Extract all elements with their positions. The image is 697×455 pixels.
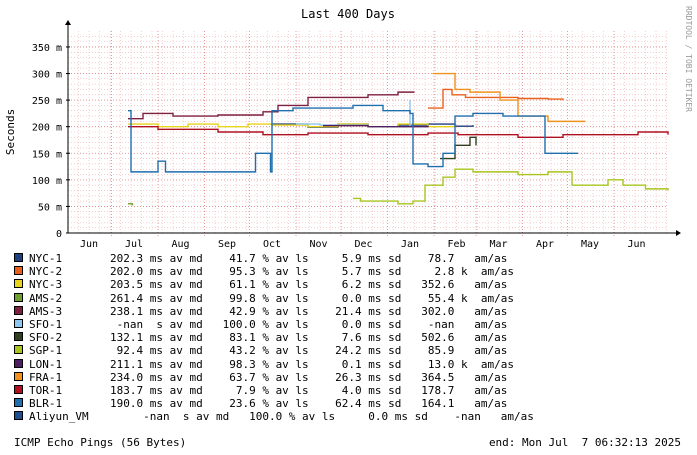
legend-label: AMS-3 xyxy=(29,304,63,318)
y-tick-label: 50 m xyxy=(38,202,62,213)
legend-label: LON-1 xyxy=(29,357,63,371)
legend-stats: 211.1 ms av md 98.3 % av ls 0.1 ms sd 13… xyxy=(110,357,514,371)
rrdtool-watermark: RRDTOOL / TOBI OETIKER xyxy=(684,6,693,112)
x-tick-label: Jun xyxy=(627,239,645,250)
legend-swatch xyxy=(14,371,23,381)
legend-stats: 203.5 ms av md 61.1 % av ls 6.2 ms sd 35… xyxy=(110,278,508,292)
legend-label: SGP-1 xyxy=(29,344,63,358)
legend-label: Aliyun_VM xyxy=(29,410,89,424)
legend-swatch xyxy=(14,332,23,342)
series-line-ams-2 xyxy=(128,203,134,206)
legend-label: BLR-1 xyxy=(29,397,63,411)
legend-stats: 183.7 ms av md 7.9 % av ls 4.0 ms sd 178… xyxy=(110,384,508,397)
legend-swatch xyxy=(14,358,23,368)
legend-stats: 92.4 ms av md 43.2 % av ls 24.2 ms sd 85… xyxy=(110,344,508,358)
legend-swatch xyxy=(14,279,23,289)
legend-stats: 202.0 ms av md 95.3 % av ls 5.7 ms sd 2.… xyxy=(110,265,514,279)
x-tick-label: Apr xyxy=(536,239,554,250)
y-tick-label: 150 m xyxy=(32,149,62,160)
x-axis-arrow xyxy=(676,230,681,236)
legend-stats: 261.4 ms av md 99.8 % av ls 0.0 ms sd 55… xyxy=(110,291,514,305)
legend-stats: 238.1 ms av md 42.9 % av ls 21.4 ms sd 3… xyxy=(110,304,508,318)
legend-swatch xyxy=(14,253,23,262)
y-tick-label: 200 m xyxy=(32,123,62,134)
legend-swatch xyxy=(14,345,23,355)
legend-swatch xyxy=(14,411,23,421)
x-tick-label: Jun xyxy=(80,239,98,250)
series-line-blr-1 xyxy=(128,104,578,173)
footer-left: ICMP Echo Pings (56 Bytes) xyxy=(14,436,187,449)
legend-label: SFO-1 xyxy=(29,318,63,331)
legend-label: NYC-1 xyxy=(29,252,63,265)
legend-swatch xyxy=(14,385,23,394)
x-tick-label: Sep xyxy=(218,239,236,250)
series-line-sgp-1 xyxy=(353,168,669,205)
x-tick-label: Oct xyxy=(263,239,281,250)
legend-stats: 202.3 ms av md 41.7 % av ls 5.9 ms sd 78… xyxy=(110,252,508,265)
series-line-tor-1 xyxy=(128,125,669,139)
axes xyxy=(65,20,681,236)
legend-label: AMS-2 xyxy=(29,291,63,305)
legend-label: SFO-2 xyxy=(29,331,63,345)
y-axis-label: Seconds xyxy=(4,109,17,155)
y-tick-label: 0 xyxy=(56,229,62,240)
legend-label: FRA-1 xyxy=(29,370,63,384)
legend-label: NYC-2 xyxy=(29,265,63,279)
legend-swatch xyxy=(14,319,23,328)
y-tick-label: 350 m xyxy=(32,43,62,54)
legend-stats: -nan s av md 100.0 % av ls 0.0 ms sd -na… xyxy=(110,318,508,331)
y-axis-arrow xyxy=(65,20,71,25)
x-tick-label: May xyxy=(581,239,599,250)
x-tick-label: Dec xyxy=(354,239,372,250)
y-tick-label: 250 m xyxy=(32,96,62,107)
grid xyxy=(68,31,668,236)
series-lines xyxy=(128,72,669,206)
legend-label: TOR-1 xyxy=(29,384,63,397)
series-line-nyc-3 xyxy=(128,123,456,128)
x-tick-label: Feb xyxy=(447,239,465,250)
series-line-nyc-2 xyxy=(428,88,564,109)
legend-stats: 190.0 ms av md 23.6 % av ls 62.4 ms sd 1… xyxy=(110,397,508,411)
x-tick-label: Aug xyxy=(171,239,189,250)
legend-swatch xyxy=(14,292,23,302)
legend-swatch xyxy=(14,305,23,315)
x-tick-label: Nov xyxy=(309,239,327,250)
y-tick-label: 300 m xyxy=(32,70,62,81)
x-tick-label: Jul xyxy=(125,239,143,250)
footer-right: end: Mon Jul 7 06:32:13 2025 xyxy=(488,436,681,449)
y-tick-label: 100 m xyxy=(32,176,62,187)
x-tick-label: Mar xyxy=(489,239,507,250)
legend-swatch xyxy=(14,398,23,408)
chart-title: Last 400 Days xyxy=(301,7,395,21)
series-line-ams-3 xyxy=(128,91,415,120)
series-line-lon-1 xyxy=(323,124,429,128)
series-line-sfo-2 xyxy=(440,136,477,160)
legend-swatch xyxy=(14,266,23,276)
tick-labels: 0 50 m 100 m 150 m 200 m 250 m 300 m 350 m Jun Ju… xyxy=(32,43,646,250)
legend-label: NYC-3 xyxy=(29,278,63,292)
legend-stats: 132.1 ms av md 83.1 % av ls 7.6 ms sd 50… xyxy=(110,331,508,345)
x-tick-label: Jan xyxy=(401,239,419,250)
legend-stats: -nan s av md 100.0 % av ls 0.0 ms sd -na… xyxy=(110,410,534,424)
legend-stats: 234.0 ms av md 63.7 % av ls 26.3 ms sd 3… xyxy=(110,370,508,384)
